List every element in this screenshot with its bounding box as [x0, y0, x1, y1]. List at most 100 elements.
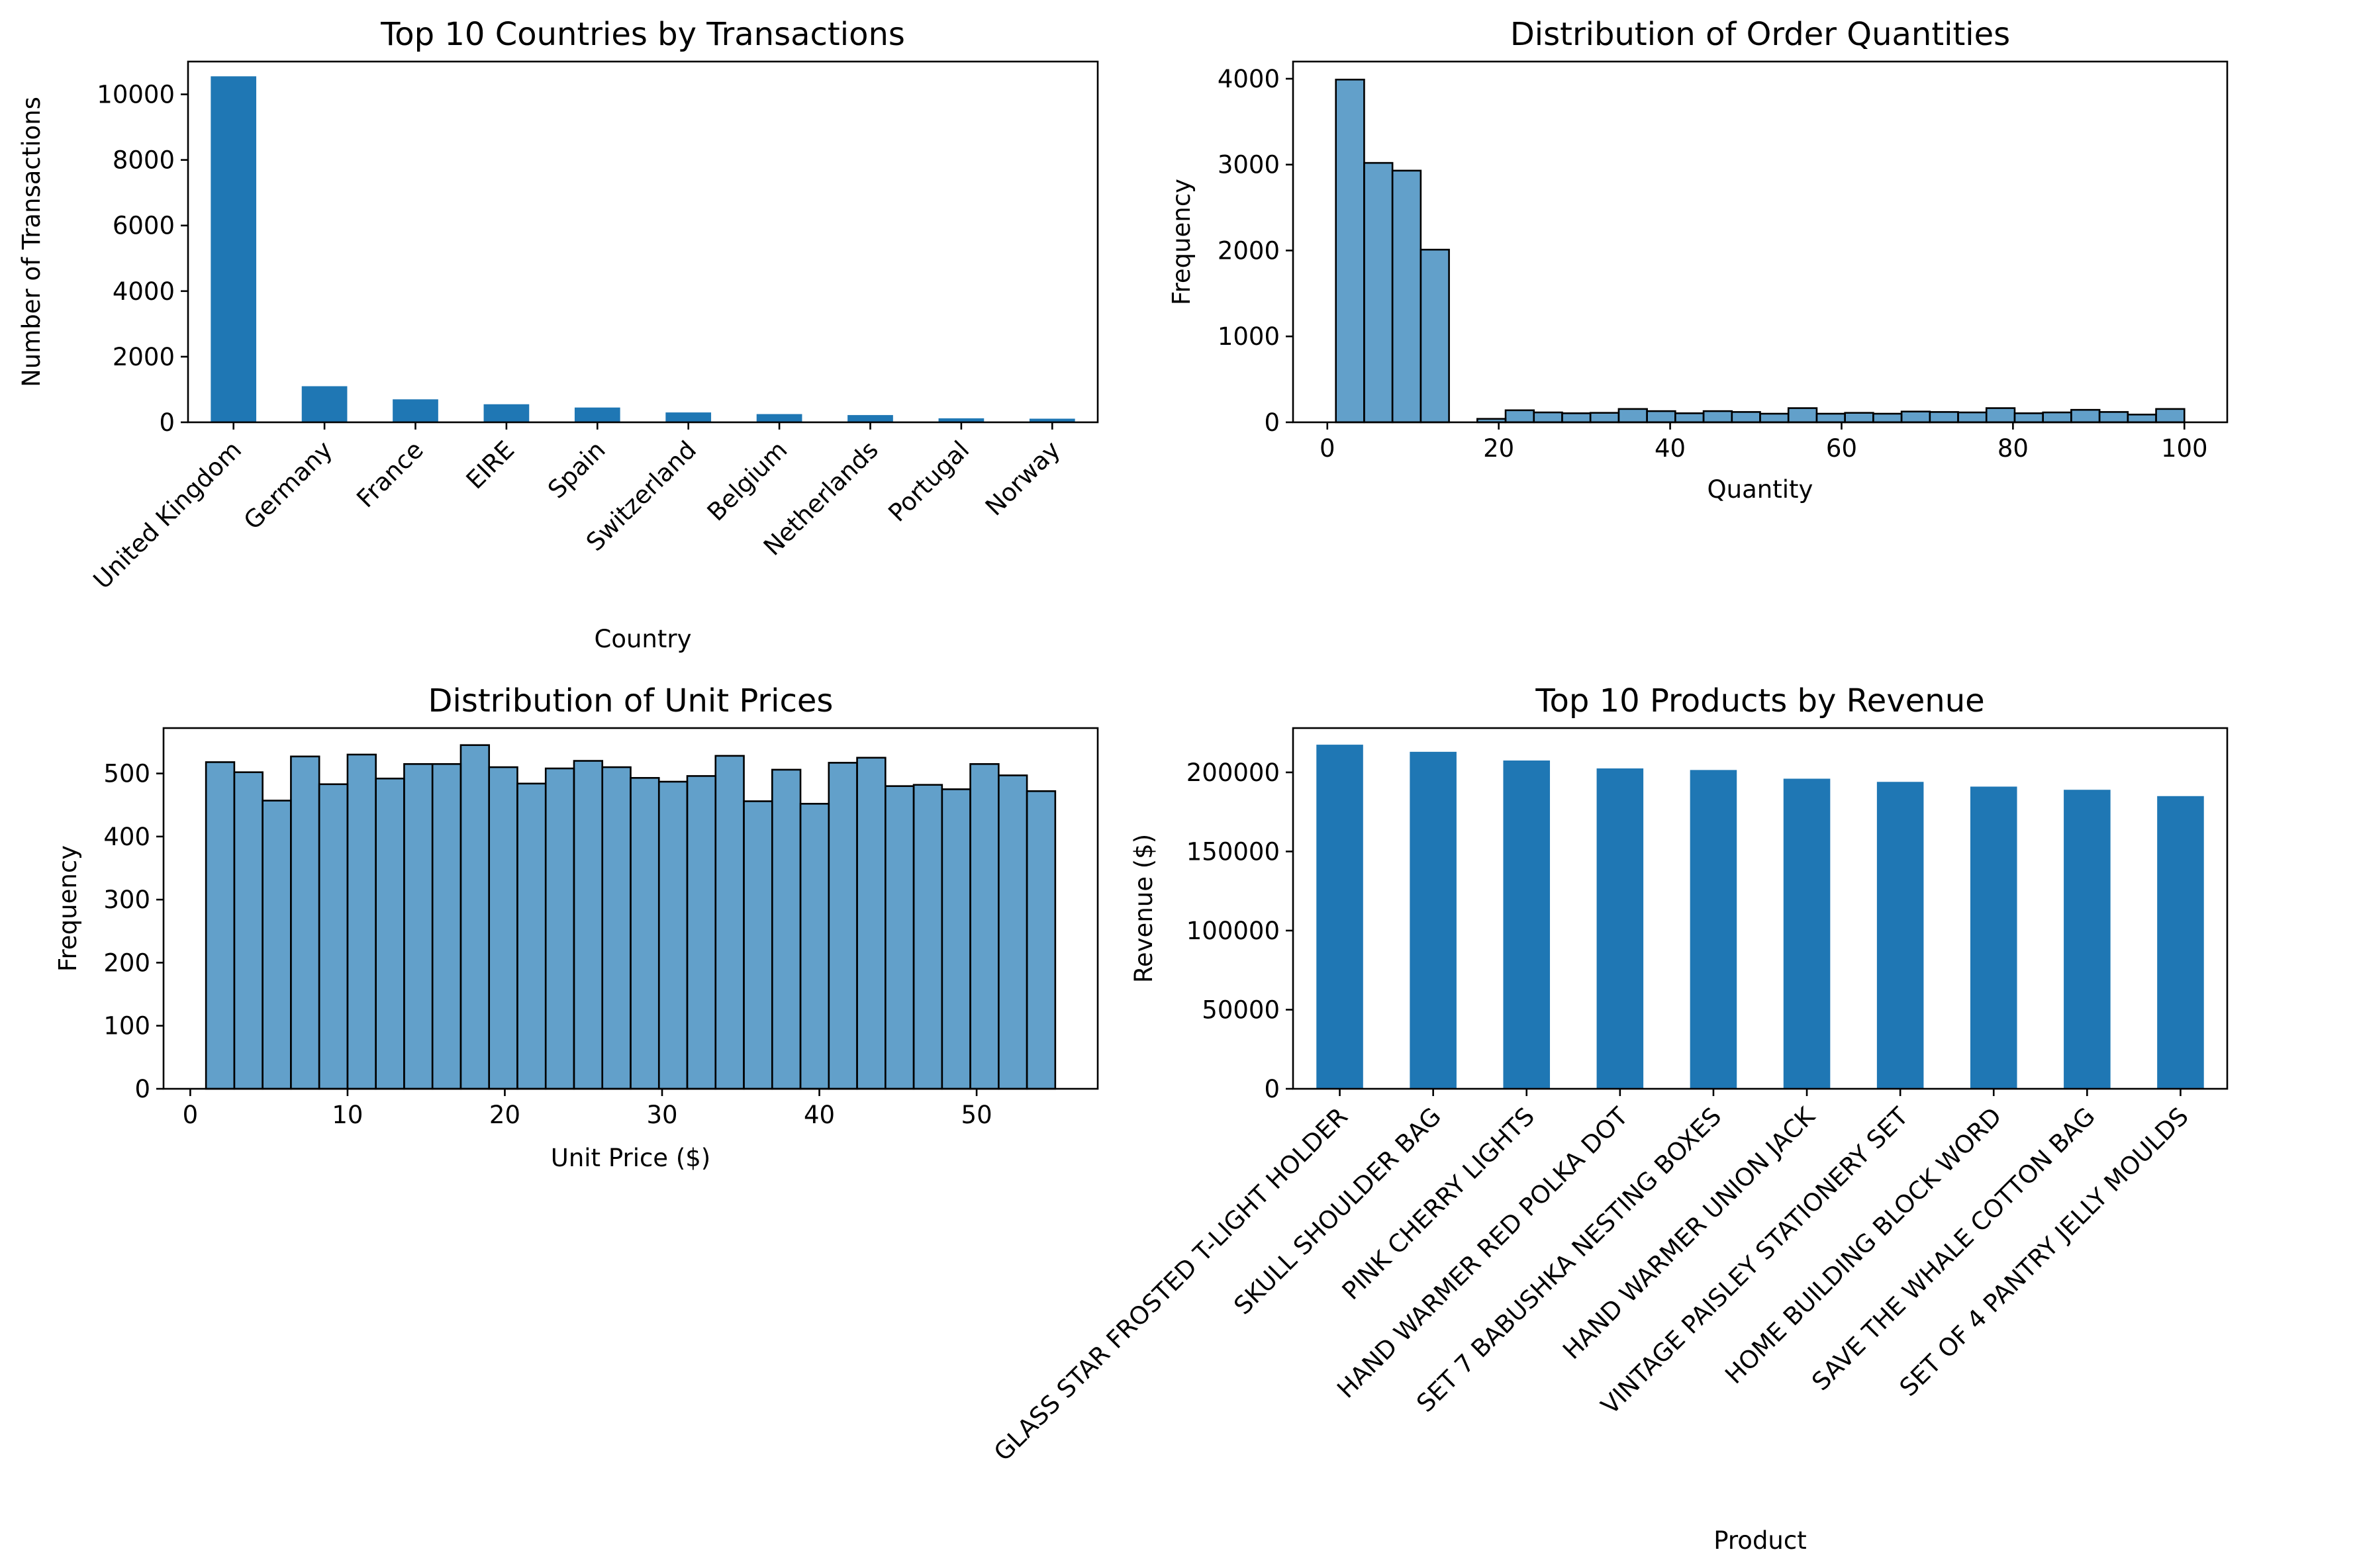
histogram-bar [573, 760, 604, 1090]
histogram-bar [459, 744, 491, 1090]
histogram-bar [686, 775, 717, 1090]
histogram-bar [431, 763, 462, 1090]
bar [393, 399, 438, 422]
histogram-bar [885, 785, 915, 1090]
y-tick-label: 300 [103, 886, 150, 914]
bar [665, 412, 712, 422]
y-tick-label: 2000 [1218, 236, 1280, 265]
histogram-bar [488, 766, 518, 1090]
histogram-bar [1844, 412, 1874, 424]
bar [1029, 418, 1075, 422]
histogram-bar [1731, 411, 1761, 424]
bar [1503, 761, 1551, 1089]
bar [2064, 790, 2111, 1089]
x-tick-label: 40 [1655, 434, 1686, 463]
histogram-bar [2042, 411, 2072, 424]
bar [756, 414, 802, 422]
bar [211, 76, 257, 422]
x-tick-label: 40 [804, 1101, 835, 1129]
y-tick-label: 10000 [97, 81, 175, 109]
histogram-bar [1759, 412, 1790, 424]
x-tick-label: 0 [183, 1101, 199, 1129]
unit-price-histogram: 0 100 200 300 400 500 0 10 20 30 40 50 Distribution … [54, 682, 1099, 1172]
histogram-bar [743, 800, 773, 1090]
histogram-bar [799, 803, 830, 1090]
y-axis-label: Frequency [54, 845, 82, 972]
histogram-bar [828, 762, 858, 1090]
y-tick-label: 6000 [113, 212, 175, 240]
histogram-bar [856, 757, 887, 1090]
histogram-bar [2013, 412, 2044, 424]
x-tick-label: 0 [1320, 434, 1335, 463]
y-tick-label: 100000 [1186, 917, 1280, 945]
histogram-bar [2155, 408, 2186, 424]
histogram-bar [941, 788, 971, 1090]
bar [1690, 770, 1737, 1089]
chart-title: Top 10 Products by Revenue [1535, 682, 1984, 719]
histogram-bar [912, 784, 943, 1090]
y-tick-label: 0 [134, 1075, 150, 1103]
histogram-bar [1929, 411, 1959, 424]
histogram-bar [1957, 411, 1988, 424]
histogram-bar [1561, 412, 1592, 424]
y-tick-label: 200000 [1186, 759, 1280, 787]
histogram-bar [290, 755, 320, 1090]
x-axis-label: Product [1713, 1526, 1806, 1555]
histogram-bar [1985, 407, 2016, 424]
histogram-bar [205, 761, 236, 1090]
y-tick-label: 8000 [113, 146, 175, 175]
x-tick-label: 100 [2161, 434, 2208, 463]
y-tick-label: 4000 [1218, 65, 1280, 93]
bar [1316, 745, 1363, 1089]
bar [938, 418, 985, 422]
histogram-bar [657, 780, 689, 1090]
chart-title: Distribution of Unit Prices [428, 682, 834, 719]
bar [1970, 786, 2017, 1089]
chart-title: Top 10 Countries by Transactions [380, 16, 905, 53]
histogram-bar [969, 763, 1000, 1090]
histogram-bar [318, 783, 349, 1090]
histogram-bar [1702, 410, 1733, 424]
histogram-bar [1617, 408, 1648, 424]
y-axis-label: Number of Transactions [17, 97, 46, 387]
y-axis-label: Frequency [1167, 179, 1196, 305]
axes-frame [187, 60, 1099, 424]
histogram-bar [544, 767, 575, 1090]
histogram-bar [1504, 409, 1535, 424]
bar [483, 404, 530, 422]
histogram-bar [516, 782, 547, 1090]
y-tick-label: 0 [1264, 408, 1280, 437]
x-tick-label: 60 [1826, 434, 1857, 463]
y-tick-label: 500 [103, 760, 150, 788]
histogram-bar [630, 776, 660, 1090]
axes-frame [1292, 60, 2229, 424]
histogram-bar [1872, 412, 1903, 424]
histogram-bar [1900, 410, 1931, 424]
y-axis-label: Revenue ($) [1130, 834, 1158, 983]
x-axis-label: Quantity [1708, 475, 1813, 504]
x-tick-label: 10 [332, 1101, 363, 1129]
histogram-bar [2070, 408, 2101, 424]
histogram-bar [346, 753, 377, 1090]
axes-frame [162, 727, 1099, 1090]
bar [847, 415, 893, 422]
histogram-bar [262, 800, 292, 1090]
y-tick-label: 400 [103, 823, 150, 851]
x-tick-label: 80 [1997, 434, 2029, 463]
chart-title: Distribution of Order Quantities [1510, 16, 2010, 53]
x-tick-label: 30 [646, 1101, 677, 1129]
bar [2157, 796, 2204, 1089]
x-tick-label: 50 [961, 1101, 992, 1129]
y-tick-label: 0 [159, 408, 175, 437]
y-tick-label: 100 [103, 1012, 150, 1040]
histogram-bar [771, 768, 802, 1090]
x-axis-label: Unit Price ($) [551, 1144, 711, 1172]
histogram-bar [403, 763, 434, 1090]
histogram-bar [1589, 412, 1620, 424]
y-tick-label: 1000 [1218, 322, 1280, 351]
x-tick-label: 20 [1483, 434, 1514, 463]
bar [301, 386, 348, 422]
histogram-bar [1026, 790, 1057, 1090]
histogram-bar [375, 777, 405, 1090]
